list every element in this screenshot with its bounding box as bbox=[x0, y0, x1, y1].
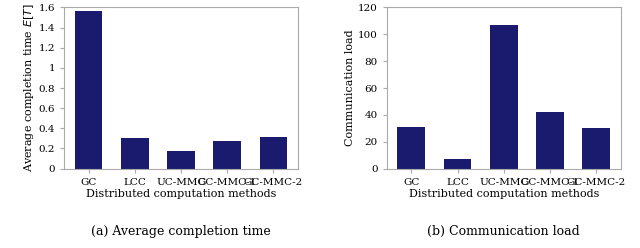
X-axis label: Distributed computation methods: Distributed computation methods bbox=[86, 189, 276, 199]
Bar bbox=[490, 25, 518, 169]
Bar bbox=[260, 137, 287, 169]
Bar bbox=[536, 112, 564, 169]
X-axis label: Distributed computation methods: Distributed computation methods bbox=[408, 189, 599, 199]
Text: (b) Communication load: (b) Communication load bbox=[428, 225, 580, 238]
Bar bbox=[75, 11, 102, 169]
Text: (a) Average completion time: (a) Average completion time bbox=[91, 225, 271, 238]
Bar bbox=[444, 159, 472, 169]
Bar bbox=[582, 128, 610, 169]
Y-axis label: Average completion time $E[T]$: Average completion time $E[T]$ bbox=[22, 4, 36, 172]
Bar bbox=[213, 141, 241, 169]
Bar bbox=[121, 138, 148, 169]
Bar bbox=[397, 127, 425, 169]
Y-axis label: Communication load: Communication load bbox=[345, 30, 355, 146]
Bar bbox=[167, 151, 195, 169]
